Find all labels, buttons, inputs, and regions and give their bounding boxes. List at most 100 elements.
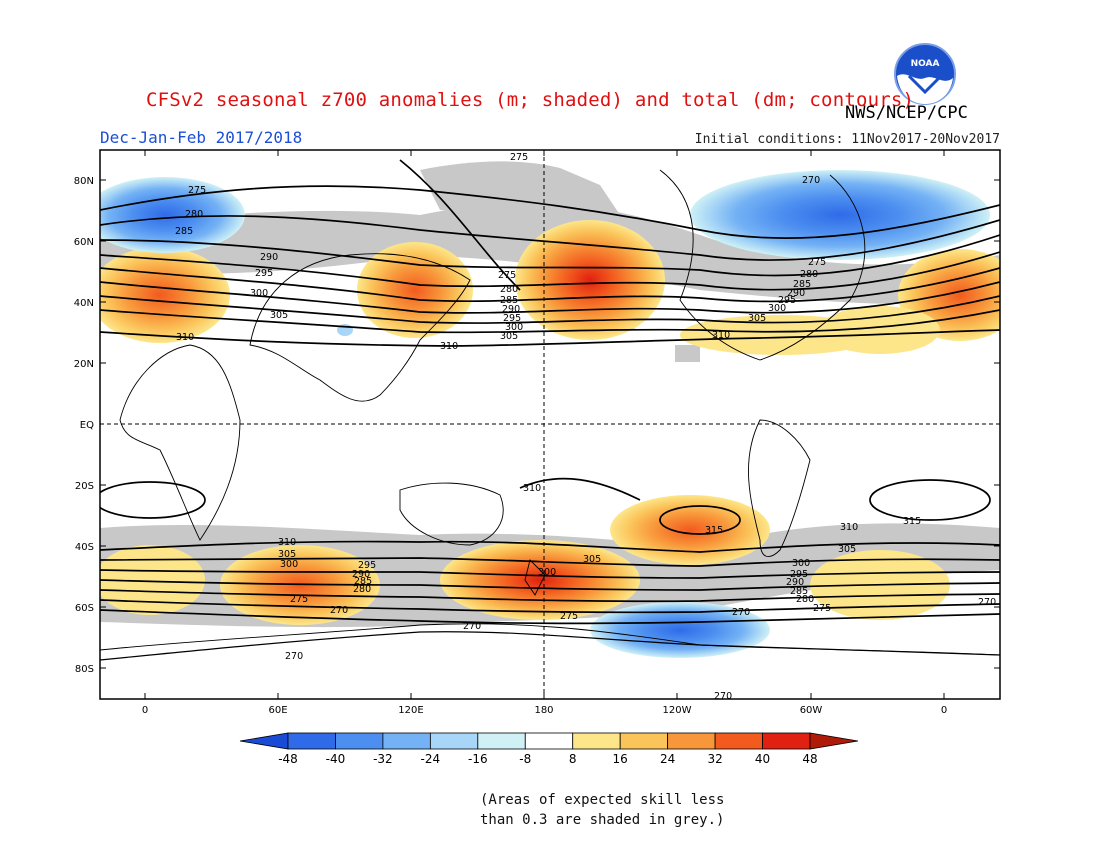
agency-label: NWS/NCEP/CPC bbox=[845, 103, 968, 123]
contour-label: 300 bbox=[538, 567, 556, 578]
colorbar-tick-label: 24 bbox=[660, 752, 675, 766]
colorbar-box bbox=[667, 732, 716, 750]
contour-label: 270 bbox=[802, 175, 820, 186]
lat-label: EQ bbox=[80, 420, 94, 431]
contour-label: 310 bbox=[523, 483, 541, 494]
colorbar-tick-label: 48 bbox=[802, 752, 817, 766]
colorbar-tick-label: 8 bbox=[569, 752, 577, 766]
contour-label: 270 bbox=[714, 691, 732, 702]
initial-conditions-label: Initial conditions: 11Nov2017-20Nov2017 bbox=[694, 132, 1000, 147]
colorbar-tick-label: -16 bbox=[468, 752, 488, 766]
lon-axis: 0 60E 120E 180 120W 60W 0 bbox=[142, 150, 947, 716]
contour-label-group: 275 275 280 285 290 295 300 305 310 310 … bbox=[175, 152, 996, 702]
contour-label: 305 bbox=[838, 544, 856, 555]
contour-label: 275 bbox=[188, 185, 206, 196]
skill-note-line1: (Areas of expected skill less bbox=[480, 792, 725, 808]
contour-label: 290 bbox=[260, 252, 278, 263]
colorbar: -48 -40 -32 -24 -16 -8 8 16 24 32 40 48 bbox=[239, 732, 859, 766]
contour-label: 280 bbox=[353, 584, 371, 595]
contour-label: 300 bbox=[768, 303, 786, 314]
colorbar-tick-label: 40 bbox=[755, 752, 770, 766]
contour-label: 285 bbox=[500, 295, 518, 306]
contour-label: 300 bbox=[250, 288, 268, 299]
lat-label: 60N bbox=[74, 237, 94, 248]
lon-label: 0 bbox=[142, 705, 148, 716]
colorbar-box bbox=[287, 732, 336, 750]
lat-label: 40S bbox=[75, 542, 94, 553]
contour-label: 305 bbox=[500, 331, 518, 342]
contour-label: 305 bbox=[270, 310, 288, 321]
contour-label: 305 bbox=[278, 549, 296, 560]
lon-label: 60W bbox=[800, 705, 823, 716]
lat-label: 80S bbox=[75, 664, 94, 675]
map-field bbox=[100, 150, 1000, 699]
contour-label: 295 bbox=[790, 569, 808, 580]
colorbar-arrow-high bbox=[809, 732, 859, 750]
contour-label: 310 bbox=[176, 332, 194, 343]
lat-label: 40N bbox=[74, 298, 94, 309]
colorbar-box bbox=[335, 732, 384, 750]
contour-label: 275 bbox=[808, 257, 826, 268]
contour-label: 310 bbox=[712, 330, 730, 341]
contour-label: 275 bbox=[498, 270, 516, 281]
lon-label: 0 bbox=[941, 705, 947, 716]
chart-title: CFSv2 seasonal z700 anomalies (m; shaded… bbox=[146, 89, 915, 111]
contour-label: 300 bbox=[792, 558, 810, 569]
lat-label: 20S bbox=[75, 481, 94, 492]
lon-label: 60E bbox=[268, 705, 287, 716]
contour-label: 285 bbox=[793, 279, 811, 290]
svg-text:NOAA: NOAA bbox=[911, 59, 940, 69]
contour-label: 270 bbox=[978, 597, 996, 608]
contour-label: 285 bbox=[175, 226, 193, 237]
height-contours bbox=[100, 159, 1000, 661]
colorbar-box bbox=[524, 732, 574, 750]
colorbar-box bbox=[429, 732, 479, 750]
lon-label: 120W bbox=[663, 705, 692, 716]
contour-label: 300 bbox=[505, 322, 523, 333]
contour-label: 305 bbox=[748, 313, 766, 324]
skill-note-line2: than 0.3 are shaded in grey.) bbox=[480, 812, 725, 828]
lon-label: 180 bbox=[534, 705, 553, 716]
lat-label: 20N bbox=[74, 359, 94, 370]
contour-label: 270 bbox=[330, 605, 348, 616]
colorbar-tick-label: -32 bbox=[373, 752, 393, 766]
contour-label: 280 bbox=[800, 269, 818, 280]
colorbar-box bbox=[619, 732, 669, 750]
contour-label: 280 bbox=[185, 209, 203, 220]
colorbar-tick-label: -24 bbox=[421, 752, 441, 766]
contour-label: 315 bbox=[705, 525, 723, 536]
contour-label: 295 bbox=[255, 268, 273, 279]
contour-label: 290 bbox=[787, 288, 805, 299]
colorbar-arrow-low bbox=[239, 732, 289, 750]
lat-label: 80N bbox=[74, 176, 94, 187]
lat-label: 60S bbox=[75, 603, 94, 614]
colorbar-tick-label: -48 bbox=[278, 752, 298, 766]
contour-label: 295 bbox=[778, 295, 796, 306]
contour-label: 285 bbox=[354, 576, 372, 587]
contour-label: 290 bbox=[502, 304, 520, 315]
colorbar-box bbox=[382, 732, 431, 750]
colorbar-tick-label: 16 bbox=[613, 752, 628, 766]
contour-label: 275 bbox=[560, 611, 578, 622]
contour-label: 285 bbox=[790, 586, 808, 597]
season-label: Dec-Jan-Feb 2017/2018 bbox=[100, 128, 303, 147]
contour-label: 310 bbox=[440, 341, 458, 352]
contour-label: 280 bbox=[796, 594, 814, 605]
map-frame bbox=[99, 149, 1001, 700]
contour-label: 275 bbox=[290, 594, 308, 605]
noaa-logo: NOAA bbox=[894, 43, 956, 105]
contour-label: 275 bbox=[510, 152, 528, 163]
contour-label: 315 bbox=[903, 516, 921, 527]
contour-label: 290 bbox=[352, 569, 370, 580]
contour-label: 310 bbox=[840, 522, 858, 533]
contour-label: 295 bbox=[358, 560, 376, 571]
colorbar-box bbox=[762, 732, 811, 750]
contour-label: 290 bbox=[786, 577, 804, 588]
contour-label: 270 bbox=[285, 651, 303, 662]
contour-label: 310 bbox=[278, 537, 296, 548]
contour-label: 270 bbox=[732, 607, 750, 618]
contour-label: 295 bbox=[503, 313, 521, 324]
lon-label: 120E bbox=[398, 705, 423, 716]
colorbar-box bbox=[477, 732, 526, 750]
